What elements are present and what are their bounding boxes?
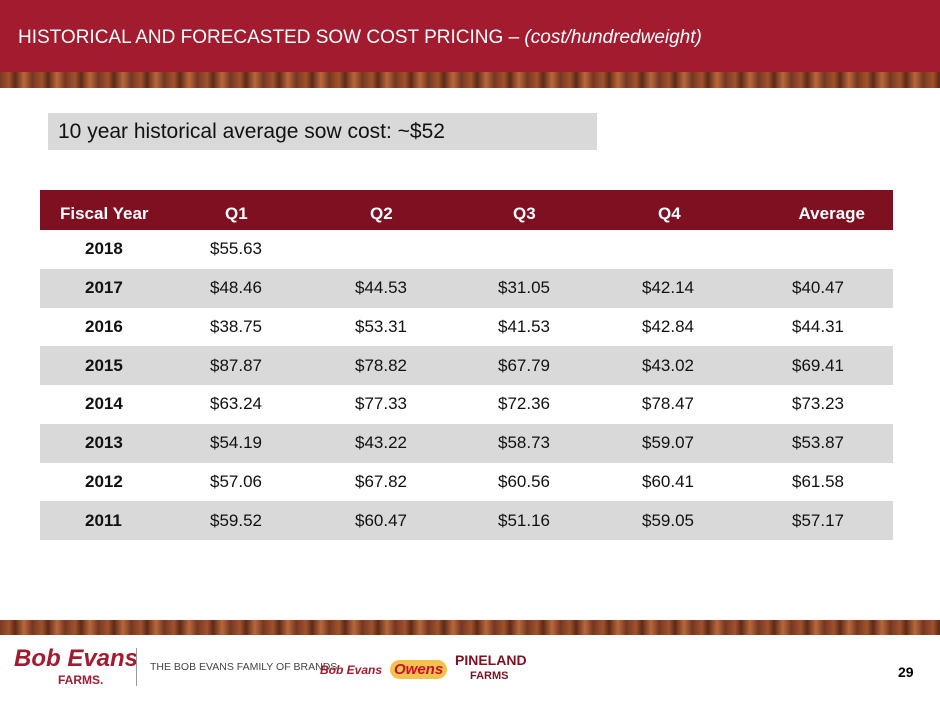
column-header: Q2 [370,204,393,223]
brand-logo: PINELAND [455,652,527,668]
year-cell: 2015 [85,355,123,375]
price-cell: $77.33 [355,394,407,414]
price-cell: $59.52 [210,510,262,530]
table-row: 2011 $59.52 $60.47 $51.16 $59.05 $57.17 [40,501,893,540]
title-note: (cost/hundredweight) [524,27,702,48]
table-row: 2014 $63.24 $77.33 $72.36 $78.47 $73.23 [40,385,893,424]
price-cell: $53.87 [792,433,844,453]
price-cell: $87.87 [210,355,262,375]
price-cell: $57.06 [210,471,262,491]
price-cell: $60.47 [355,510,407,530]
column-header: Q4 [658,204,681,223]
price-cell: $42.14 [642,278,694,298]
title-text: HISTORICAL AND FORECASTED SOW COST PRICI… [18,27,504,48]
title: HISTORICAL AND FORECASTED SOW COST PRICI… [18,27,702,49]
price-cell: $53.31 [355,316,407,336]
year-cell: 2014 [85,394,123,414]
price-cell: $42.84 [642,316,694,336]
table-row: 2012 $57.06 $67.82 $60.56 $60.41 $61.58 [40,463,893,502]
table-row: 2015 $87.87 $78.82 $67.79 $43.02 $69.41 [40,346,893,385]
year-cell: 2011 [85,510,122,530]
year-cell: 2017 [85,278,123,298]
divider [136,648,137,686]
price-cell: $57.17 [792,510,844,530]
price-cell: $78.82 [355,355,407,375]
table: Fiscal Year Q1 Q2 Q3 Q4 Average 2018 $55.63 2017… [40,190,893,540]
price-cell: $59.05 [642,510,694,530]
year-cell: 2018 [85,239,123,259]
price-cell: $40.47 [792,278,844,298]
logo-main-sub: FARMS. [58,673,104,687]
price-cell: $72.36 [498,394,550,414]
price-cell: $59.07 [642,433,694,453]
price-cell: $60.56 [498,471,550,491]
table-header: Fiscal Year Q1 Q2 Q3 Q4 Average [40,190,893,230]
callout: 10 year historical average sow cost: ~$5… [48,113,597,150]
price-cell: $69.41 [792,355,844,375]
tagline: THE BOB EVANS FAMILY OF BRANDS [150,661,338,673]
price-cell: $43.02 [642,355,694,375]
year-cell: 2012 [85,471,123,491]
column-header: Fiscal Year [60,204,149,223]
table-row: 2013 $54.19 $43.22 $58.73 $59.07 $53.87 [40,423,893,463]
table-row: 2017 $48.46 $44.53 $31.05 $42.14 $40.47 [40,268,893,308]
price-cell: $54.19 [210,433,262,453]
price-cell: $61.58 [792,471,844,491]
wood-strip [0,620,940,635]
title-dash: – [508,27,520,48]
price-cell: $48.46 [210,278,262,298]
header-bar: HISTORICAL AND FORECASTED SOW COST PRICI… [0,0,940,72]
price-cell: $55.63 [210,239,262,259]
price-cell: $43.22 [355,433,407,453]
price-cell: $60.41 [642,471,694,491]
price-cell: $41.53 [498,316,550,336]
page-number: 29 [898,664,914,680]
year-cell: 2013 [85,433,123,453]
price-cell: $51.16 [498,510,550,530]
logo-main: Bob Evans [14,645,139,672]
price-cell: $63.24 [210,394,262,414]
wood-strip [0,72,940,88]
price-cell: $67.82 [355,471,407,491]
table-row: 2016 $38.75 $53.31 $41.53 $42.84 $44.31 [40,308,893,347]
column-header: Q3 [513,204,536,223]
column-header: Q1 [225,204,248,223]
brand-logo-sub: FARMS [470,670,509,682]
price-cell: $67.79 [498,355,550,375]
price-cell: $44.53 [355,278,407,298]
table-row: 2018 $55.63 [40,230,893,269]
price-cell: $31.05 [498,278,550,298]
price-cell: $44.31 [792,316,844,336]
price-cell: $58.73 [498,433,550,453]
price-cell: $38.75 [210,316,262,336]
price-cell: $73.23 [792,394,844,414]
column-header: Average [798,204,865,223]
brand-logo: Bob Evans [320,663,383,677]
brand-logo: Owens [390,660,448,679]
price-cell: $78.47 [642,394,694,414]
year-cell: 2016 [85,316,123,336]
